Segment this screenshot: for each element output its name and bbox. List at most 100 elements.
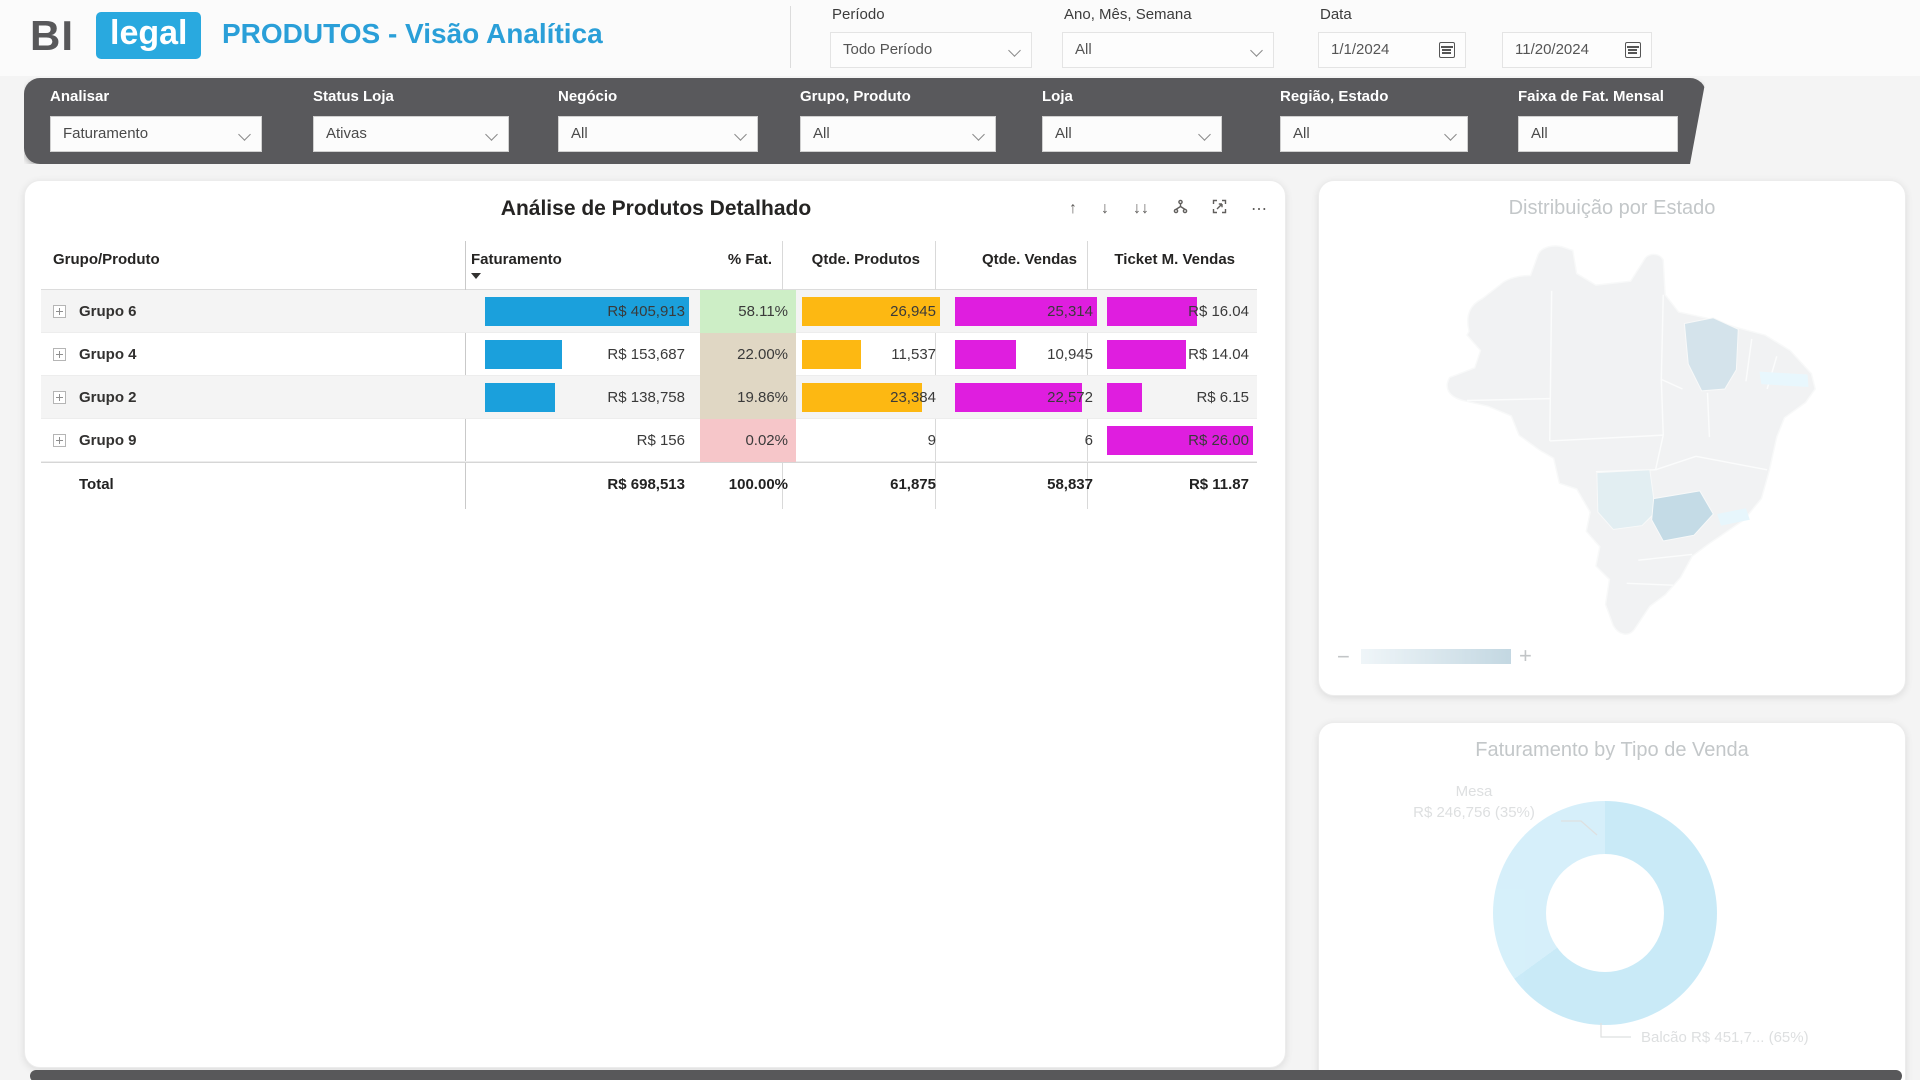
group-cell[interactable]: Grupo 4 [53,333,453,376]
chevron-down-icon [1444,128,1457,141]
ticket-bar [1107,297,1198,326]
qtde-vendas-cell: 6 [955,419,1097,462]
col-header-grupo-produto[interactable]: Grupo/Produto [53,251,160,268]
chevron-down-icon [1250,44,1263,57]
ano-mes-semana-value: All [1075,41,1092,58]
periodo-dropdown[interactable]: Todo Período [830,32,1032,68]
ticket-bar [1107,426,1253,455]
col-header-faturamento[interactable]: Faturamento [471,251,562,268]
state-ne-strip[interactable] [1759,371,1809,388]
table-row[interactable]: Grupo 6 R$ 405,913 58.11% 26,945 25,314 [41,290,1257,333]
total-qtde-vendas: 58,837 [1047,476,1093,493]
expand-all-icon[interactable] [1173,199,1188,219]
table-body: Grupo 6 R$ 405,913 58.11% 26,945 25,314 [41,290,1257,462]
expand-plus-icon[interactable] [53,434,66,447]
pct-fat-value: 19.86% [737,389,788,406]
qtde-vendas-value: 25,314 [1047,303,1093,320]
more-options-icon[interactable]: ⋯ [1251,201,1267,218]
pct-fat-cell: 22.00% [700,333,796,376]
col-header-ticket[interactable]: Ticket M. Vendas [1114,251,1235,268]
expand-plus-icon[interactable] [53,348,66,361]
donut-label-mesa: Mesa R$ 246,756 (35%) [1389,781,1559,823]
col-header-qtde-produtos[interactable]: Qtde. Produtos [811,251,920,268]
state-sao-paulo[interactable] [1651,490,1714,542]
drill-up-icon[interactable]: ↑ [1069,200,1077,217]
qtde-vendas-value: 6 [1084,432,1093,449]
faturamento-cell: R$ 156 [485,419,689,462]
periodo-label: Período [832,6,885,23]
header-divider [790,6,791,68]
pct-fat-cell: 58.11% [700,290,796,333]
slicer-value: All [1293,125,1310,142]
group-cell[interactable]: Grupo 6 [53,290,453,333]
group-cell[interactable]: Grupo 2 [53,376,453,419]
ano-mes-semana-dropdown[interactable]: All [1062,32,1274,68]
donut-hole [1546,854,1664,972]
brazil-map[interactable] [1407,237,1831,641]
faturamento-bar [485,383,555,412]
ticket-value: R$ 6.15 [1196,389,1249,406]
pct-fat-value: 0.02% [745,432,788,449]
slicer-faixa-fat-dropdown[interactable]: All [1518,116,1678,152]
state-rio-strip[interactable] [1717,508,1750,526]
chevron-down-icon [972,128,985,141]
faturamento-cell: R$ 138,758 [485,376,689,419]
drill-down-icon[interactable]: ↓ [1101,200,1109,217]
qtde-vendas-cell: 10,945 [955,333,1097,376]
visual-toolbar: ↑ ↓ ↓↓ ⋯ [1069,199,1267,219]
col-header-qtde-vendas[interactable]: Qtde. Vendas [981,251,1077,268]
map-legend: − + [1337,643,1557,669]
qtde-produtos-bar [802,383,922,412]
go-to-next-level-icon[interactable]: ↓↓ [1133,200,1149,217]
slicer-label: Analisar [50,88,110,105]
slicer-value: Faturamento [63,125,149,142]
table-row[interactable]: Grupo 4 R$ 153,687 22.00% 11,537 10,945 [41,333,1257,376]
faturamento-cell: R$ 153,687 [485,333,689,376]
legend-minus: − [1337,644,1350,669]
faturamento-value: R$ 153,687 [607,346,685,363]
qtde-produtos-cell: 11,537 [802,333,940,376]
donut-label-balcao: Balcão R$ 451,7... (65%) [1641,1029,1809,1046]
calendar-icon[interactable] [1439,42,1455,58]
slicer-label: Loja [1042,88,1073,105]
slicer-regiao-estado-dropdown[interactable]: All [1280,116,1468,152]
table-row[interactable]: Grupo 9 R$ 156 0.02% 9 6 [41,419,1257,462]
slicer-value: All [1055,125,1072,142]
expand-plus-icon[interactable] [53,391,66,404]
slicer-bar: Analisar Faturamento Status Loja Ativas … [24,78,1706,164]
ticket-cell: R$ 6.15 [1107,376,1253,419]
calendar-icon[interactable] [1625,42,1641,58]
slicer-status-loja-dropdown[interactable]: Ativas [313,116,509,152]
qtde-produtos-cell: 23,384 [802,376,940,419]
table-row[interactable]: Grupo 2 R$ 138,758 19.86% 23,384 22,572 [41,376,1257,419]
qtde-produtos-bar [802,297,940,326]
date-end-input[interactable]: 11/20/2024 [1502,32,1652,68]
slicer-negocio-dropdown[interactable]: All [558,116,758,152]
slicer-loja-dropdown[interactable]: All [1042,116,1222,152]
slicer-analisar-dropdown[interactable]: Faturamento [50,116,262,152]
donut-chart[interactable] [1493,801,1717,1025]
qtde-vendas-value: 10,945 [1047,346,1093,363]
logo-legal: legal [96,12,202,59]
total-qtde-produtos: 61,875 [890,476,936,493]
slicer-value: Ativas [326,125,367,142]
expand-plus-icon[interactable] [53,305,66,318]
col-header-pct-fat[interactable]: % Fat. [727,251,772,268]
qtde-vendas-bar [955,297,1097,326]
pct-fat-cell: 19.86% [700,376,796,419]
ticket-cell: R$ 14.04 [1107,333,1253,376]
group-cell[interactable]: Grupo 9 [53,419,453,462]
qtde-produtos-value: 23,384 [890,389,936,406]
table-title: Análise de Produtos Detalhado [500,197,812,220]
slicer-label: Faixa de Fat. Mensal [1518,88,1664,105]
focus-mode-icon[interactable] [1212,199,1227,219]
donut-title: Faturamento by Tipo de Venda [1475,739,1749,761]
pct-fat-value: 58.11% [738,303,788,320]
ticket-cell: R$ 26.00 [1107,419,1253,462]
date-start-input[interactable]: 1/1/2024 [1318,32,1466,68]
state-mato-grosso-do-sul[interactable] [1596,469,1657,530]
app-header: BI legal PRODUTOS - Visão Analítica Perí… [0,0,1920,76]
slicer-grupo-produto-dropdown[interactable]: All [800,116,996,152]
state-maranhao[interactable] [1683,317,1739,392]
total-label: Total [79,476,114,493]
